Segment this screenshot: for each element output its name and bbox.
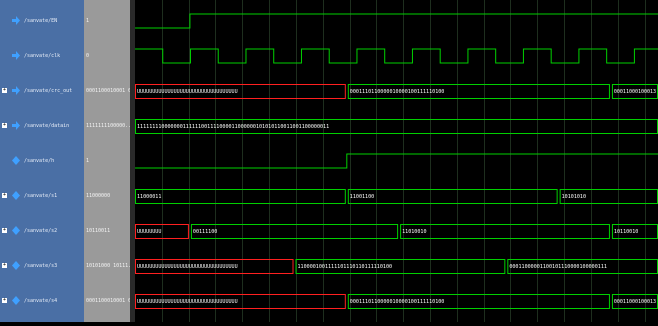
- expand-icon[interactable]: +: [2, 122, 7, 128]
- signal-arrow-icon: [12, 51, 20, 60]
- signal-row[interactable]: + /sanvate/s1: [0, 186, 84, 206]
- bus-value-label: 00011000100013: [614, 89, 656, 95]
- bus-value-label: 1111111100000001111110011110000110000001…: [137, 124, 329, 130]
- bus-segment: [347, 294, 610, 309]
- bus-segment: [135, 189, 346, 204]
- bus-value-label: 10110010: [614, 229, 638, 235]
- signal-value-pane: 1 0 0001100010001 0... 1111111100000... 1 110…: [84, 0, 130, 322]
- bus-value-label: UUUUUUUUUUUUUUUUUUUUUUUUUUUUUUUUU: [137, 264, 238, 270]
- bus-segment: [135, 259, 294, 274]
- bus-segment: [135, 84, 346, 99]
- expand-icon[interactable]: +: [2, 192, 7, 198]
- signal-row[interactable]: + /sanvate/datain: [0, 116, 84, 136]
- signal-diamond-icon: [12, 191, 20, 200]
- signal-value: 0001100010001 0...: [86, 88, 130, 94]
- signal-diamond-icon: [12, 261, 20, 270]
- waveform-canvas[interactable]: UUUUUUUUUUUUUUUUUUUUUUUUUUUUUUUUU 0001110…: [135, 0, 658, 322]
- signal-name: /sanvate/EN: [24, 18, 58, 24]
- signal-row[interactable]: + /sanvate/s4: [0, 291, 84, 311]
- signal-name: /sanvate/s4: [24, 298, 58, 304]
- bus-segment: [135, 294, 346, 309]
- signal-name: /sanvate/s2: [24, 228, 58, 234]
- signal-row[interactable]: + /sanvate/s3: [0, 256, 84, 276]
- expand-icon[interactable]: +: [2, 87, 7, 93]
- expand-icon[interactable]: +: [2, 297, 7, 303]
- bus-value-label: 00111100: [193, 229, 217, 235]
- signal-value: 0: [86, 53, 90, 59]
- signal-diamond-icon: [12, 226, 20, 235]
- bus-value-label: 11000011: [137, 194, 161, 200]
- signal-row[interactable]: /sanvate/EN: [0, 11, 84, 31]
- signal-value: 1111111100000...: [86, 123, 130, 129]
- bus-value-label: UUUUUUUUUUUUUUUUUUUUUUUUUUUUUUUUU: [137, 299, 238, 305]
- waveform-pane[interactable]: UUUUUUUUUUUUUUUUUUUUUUUUUUUUUUUUU 0001110…: [135, 0, 658, 322]
- signal-arrow-icon: [12, 16, 20, 25]
- expand-icon[interactable]: +: [2, 227, 7, 233]
- bus-segment: [295, 259, 506, 274]
- bus-value-label: UUUUUUUUUUUUUUUUUUUUUUUUUUUUUUUUU: [137, 89, 238, 95]
- signal-name: /sanvate/s3: [24, 263, 58, 269]
- signal-arrow-icon: [12, 121, 20, 130]
- bus-value-label: 00011000001100101110000100000111: [509, 264, 607, 270]
- bus-value-label: 11010010: [402, 229, 426, 235]
- bus-value-label: 00011000100013: [614, 299, 656, 305]
- signal-value: 11000000: [86, 193, 111, 199]
- bus-value-label: 11001100: [350, 194, 374, 200]
- signal-value: 10101000 10111...: [86, 263, 130, 269]
- bus-value-label: 0001110110000010000100111110100: [350, 89, 445, 95]
- bus-segment: [190, 224, 399, 239]
- signal-name: /sanvate/crc_out: [24, 88, 73, 94]
- signal-name: /sanvate/clk: [24, 53, 61, 59]
- signal-name: /sanvate/s1: [24, 193, 58, 199]
- signal-arrow-icon: [12, 86, 20, 95]
- bus-segment: [135, 224, 189, 239]
- bus-value-label: 0001110110000010000100111110100: [350, 299, 445, 305]
- wave-en: [135, 13, 658, 29]
- wave-clk: [135, 48, 658, 64]
- bus-segment: [347, 189, 558, 204]
- signal-diamond-icon: [12, 296, 20, 305]
- bus-value-label: UUUUUUUU: [137, 229, 161, 235]
- signal-row[interactable]: + /sanvate/crc_out: [0, 81, 84, 101]
- signal-name-pane: /sanvate/EN/sanvate/clk + /sanvate/crc_out…: [0, 0, 84, 322]
- wave-h: [135, 153, 658, 169]
- signal-row[interactable]: /sanvate/h: [0, 151, 84, 171]
- signal-row[interactable]: + /sanvate/s2: [0, 221, 84, 241]
- signal-value: 0001100010001 0...: [86, 298, 130, 304]
- signal-value: 10110011: [86, 228, 111, 234]
- bus-segment: [400, 224, 610, 239]
- signal-name: /sanvate/datain: [24, 123, 70, 129]
- pane-divider[interactable]: [130, 0, 135, 322]
- signal-value: 1: [86, 18, 90, 24]
- bus-value-label: 10101010: [562, 194, 586, 200]
- signal-row[interactable]: /sanvate/clk: [0, 46, 84, 66]
- signal-diamond-icon: [12, 156, 20, 165]
- bus-value-label: 1100001001111101110110111110100: [298, 264, 393, 270]
- expand-icon[interactable]: +: [2, 262, 7, 268]
- signal-value: 1: [86, 158, 90, 164]
- bus-segment: [347, 84, 610, 99]
- signal-name: /sanvate/h: [24, 158, 55, 164]
